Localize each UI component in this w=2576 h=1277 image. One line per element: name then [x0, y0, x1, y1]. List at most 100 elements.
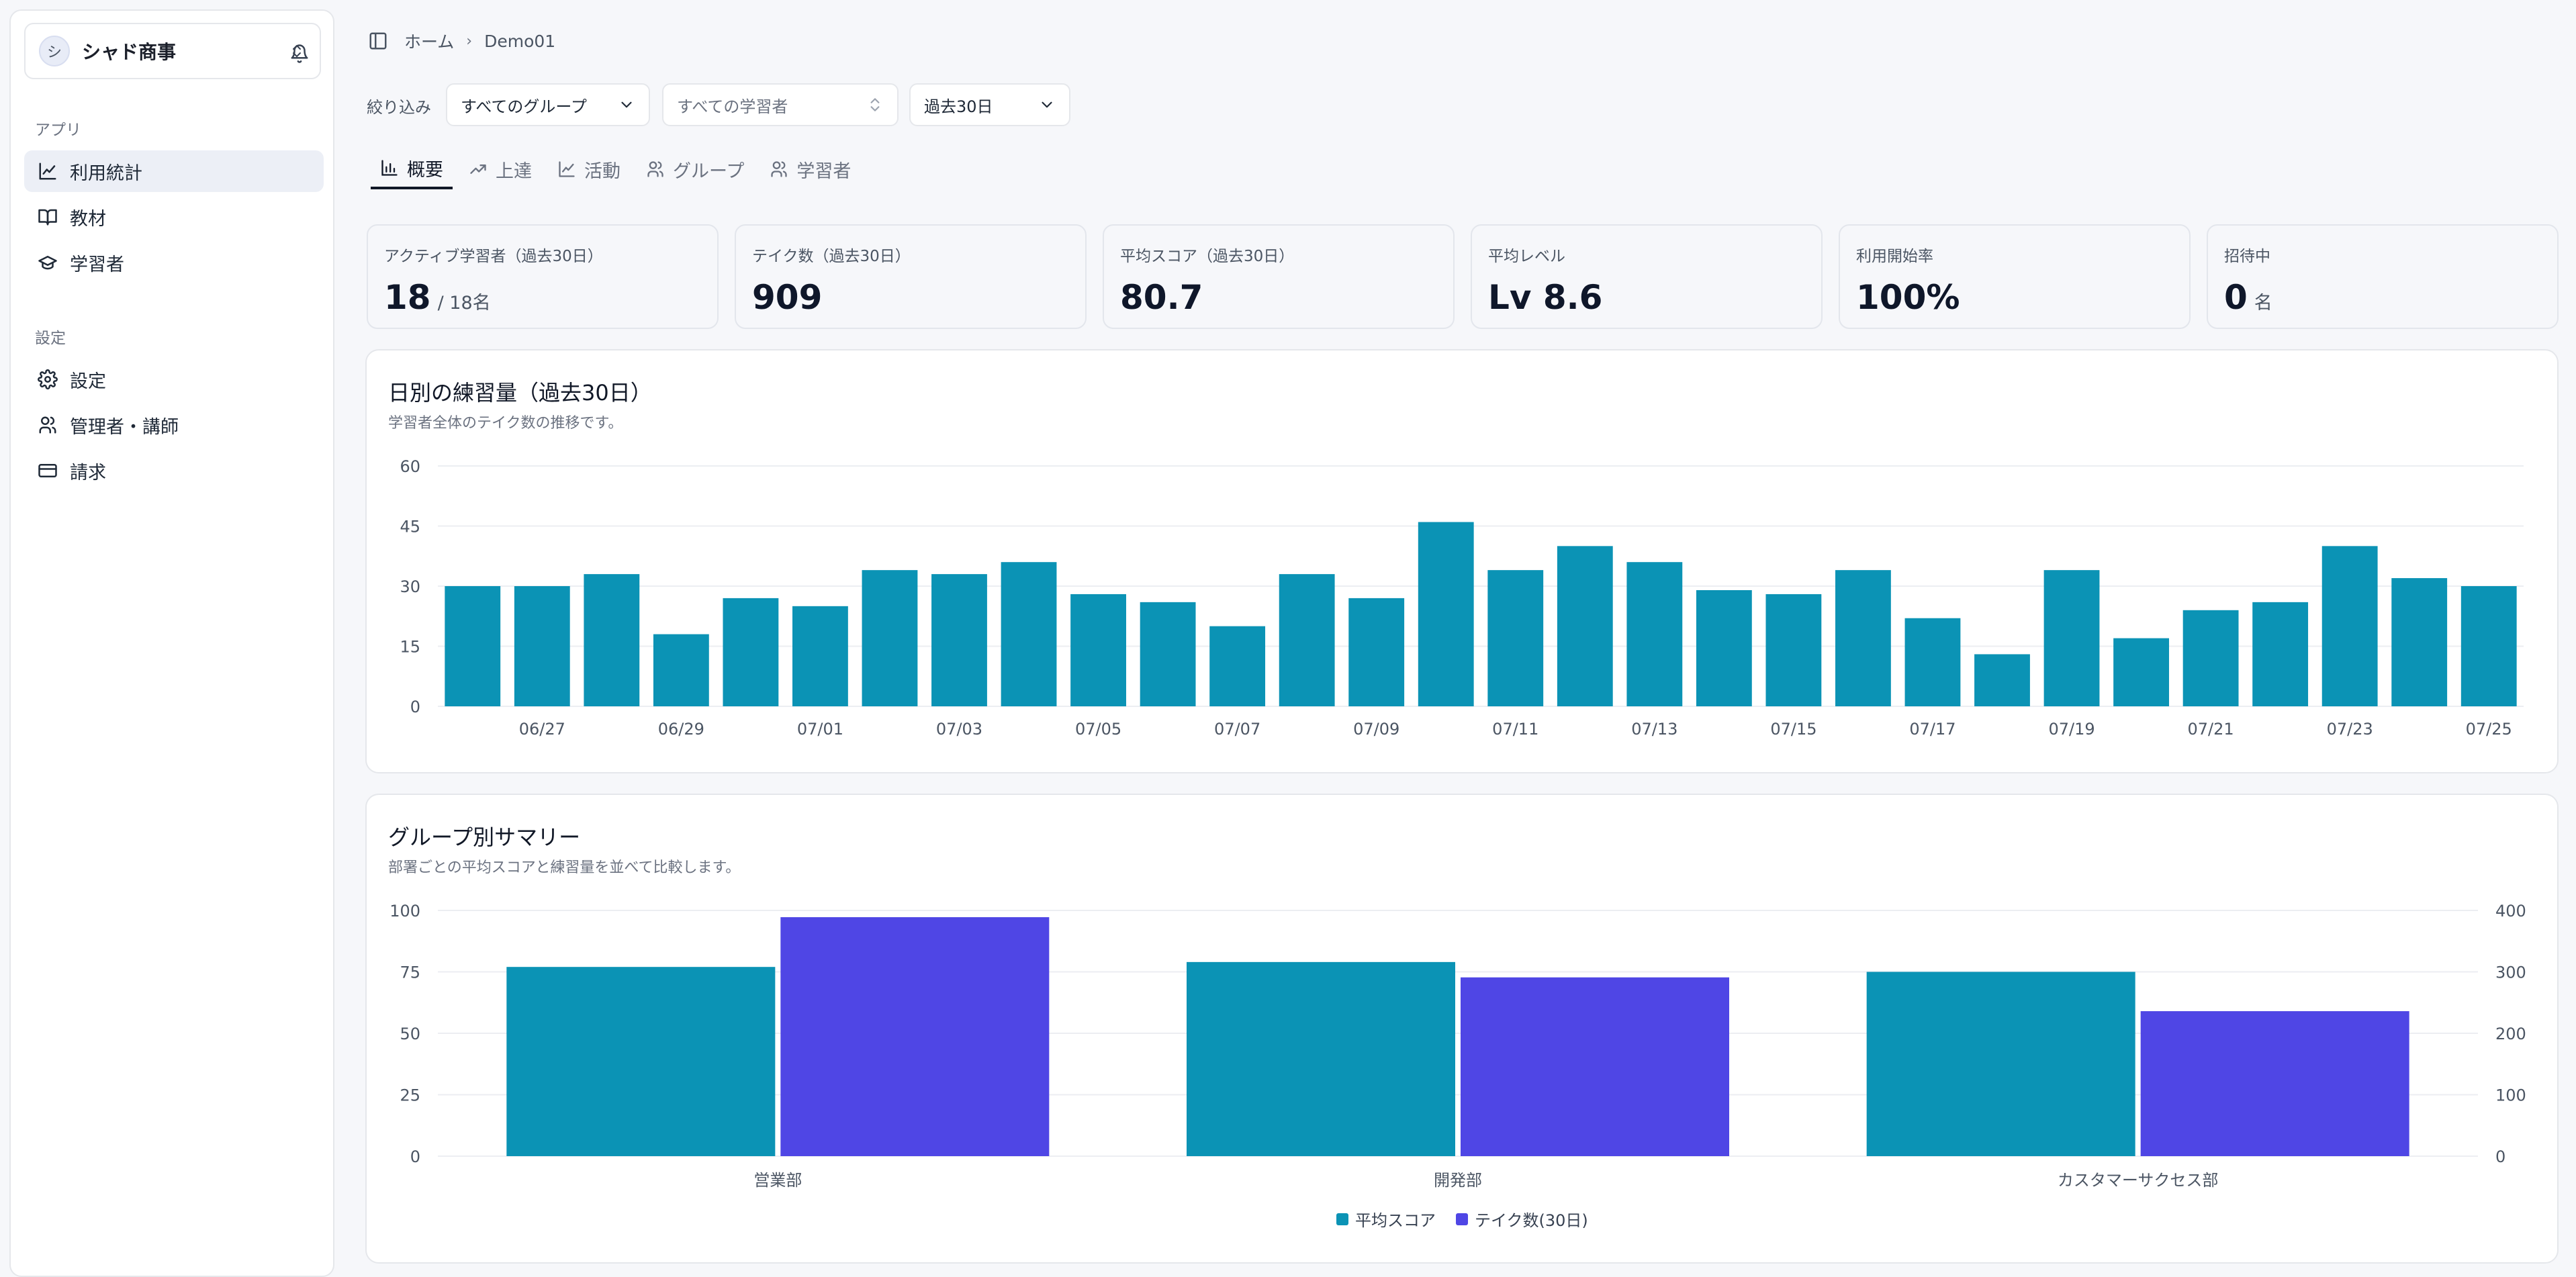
x-tick-label: 開発部	[1434, 1171, 1482, 1190]
graduation-cap-icon	[38, 256, 57, 270]
bar	[862, 570, 918, 706]
legend-item-avg-score[interactable]: 平均スコア	[1336, 1207, 1436, 1231]
stat-label: アクティブ学習者（過去30日）	[384, 248, 603, 265]
bar	[1904, 618, 1961, 706]
sidebar-item-label: 教材	[70, 208, 106, 230]
y-right-tick-label: 100	[2495, 1086, 2526, 1105]
bar	[1001, 562, 1057, 706]
sidebar-toggle-icon[interactable]	[368, 31, 388, 51]
y-right-tick-label: 300	[2495, 963, 2526, 982]
bar	[1557, 546, 1613, 706]
x-tick-label: 07/21	[2188, 720, 2234, 739]
stat-value-wrap: 100%	[1856, 278, 2173, 317]
legend-swatch	[1336, 1213, 1348, 1225]
trending-up-icon	[470, 164, 486, 174]
period-select-value: 過去30日	[924, 97, 993, 116]
period-select[interactable]: 過去30日	[909, 83, 1070, 126]
sidebar: シ シャド商事 アプリ 利用統計 教材 学習者 設定 設定 管理者・講師 請求	[9, 9, 334, 1277]
panel-title: 日別の練習量（過去30日）	[388, 380, 652, 406]
tab-groups[interactable]: グループ	[637, 149, 753, 189]
legend-item-takes[interactable]: テイク数(30日)	[1456, 1207, 1588, 1231]
tab-learners[interactable]: 学習者	[760, 149, 860, 189]
legend-label: テイク数(30日)	[1475, 1211, 1588, 1230]
stat-value: 18	[384, 278, 431, 317]
gear-icon	[38, 369, 58, 389]
bar	[2113, 638, 2169, 706]
x-tick-label: 07/07	[1214, 720, 1260, 739]
bar	[1626, 562, 1683, 706]
stat-value: 100%	[1856, 278, 1960, 317]
y-right-tick-label: 0	[2495, 1147, 2505, 1166]
bar	[1487, 570, 1544, 706]
tab-activity[interactable]: 活動	[548, 149, 630, 189]
sidebar-item-settings[interactable]: 設定	[24, 359, 324, 400]
y-left-tick-label: 25	[400, 1086, 420, 1105]
sidebar-item-billing[interactable]: 請求	[24, 450, 324, 491]
breadcrumb-home[interactable]: ホーム	[404, 32, 455, 52]
daily-practice-panel: 日別の練習量（過去30日） 学習者全体のテイク数の推移です。 0 15 30 45 60…	[365, 349, 2559, 773]
y-right-tick-label: 400	[2495, 902, 2526, 920]
x-tick-label: 06/29	[658, 720, 704, 739]
y-tick-label: 45	[400, 518, 420, 536]
sidebar-item-label: 学習者	[70, 254, 124, 275]
stat-label: 平均レベル	[1488, 248, 1565, 265]
bar	[723, 598, 779, 706]
stat-card-adoption-rate: 利用開始率 100%	[1839, 224, 2191, 329]
stat-label: 平均スコア（過去30日）	[1120, 248, 1295, 265]
stat-sub: 名	[2254, 293, 2272, 314]
stat-value-wrap: 909	[752, 278, 1069, 317]
bar	[445, 586, 501, 706]
tab-overview[interactable]: 概要	[371, 149, 453, 189]
bar	[584, 574, 640, 706]
org-switcher[interactable]: シ シャド商事	[24, 23, 321, 79]
bar	[1696, 589, 1752, 706]
learner-select[interactable]: すべての学習者	[662, 83, 899, 126]
sidebar-item-materials[interactable]: 教材	[24, 196, 324, 238]
book-open-icon	[38, 209, 57, 226]
y-tick-label: 0	[410, 698, 420, 716]
bar	[1835, 570, 1891, 706]
bar	[1140, 602, 1196, 706]
panel-title: グループ別サマリー	[388, 824, 581, 850]
bar-takes	[1461, 977, 1730, 1156]
section-label-settings: 設定	[35, 330, 66, 347]
group-summary-chart: 0 25 50 75 100 0 100 200 300 400 営業部 開発部 カスタマーサクセス部	[389, 902, 2526, 1190]
daily-practice-chart: 0 15 30 45 60 06/27 06/29 07/01 07/03 07/05 07/07 0…	[400, 457, 2524, 739]
x-tick-label: カスタマーサクセス部	[2058, 1171, 2219, 1190]
bar	[1279, 574, 1335, 706]
x-tick-label: 07/03	[936, 720, 982, 739]
sidebar-item-learners[interactable]: 学習者	[24, 242, 324, 283]
stat-value-wrap: 80.7	[1120, 278, 1437, 317]
chevron-down-icon	[1042, 101, 1052, 108]
y-left-tick-label: 75	[400, 963, 420, 982]
sidebar-item-admins[interactable]: 管理者・講師	[24, 404, 324, 446]
breadcrumb-current: Demo01	[484, 31, 556, 51]
sidebar-item-usage-stats[interactable]: 利用統計	[24, 150, 324, 192]
credit-card-icon	[38, 464, 57, 477]
sidebar-item-label: 設定	[70, 371, 106, 392]
tab-bar: 概要 上達 活動 グループ 学習者	[371, 149, 867, 193]
bar	[1418, 522, 1474, 706]
x-tick-label: 07/09	[1353, 720, 1399, 739]
bell-icon[interactable]	[286, 40, 313, 67]
users-icon	[39, 416, 56, 434]
x-tick-label: 07/05	[1075, 720, 1121, 739]
legend-label: 平均スコア	[1355, 1211, 1436, 1230]
tab-label: 上達	[496, 160, 532, 182]
chevron-down-icon	[621, 101, 632, 108]
bar	[2321, 546, 2378, 706]
bar-avg-score	[506, 967, 776, 1156]
bar	[2182, 610, 2239, 706]
y-left-tick-label: 0	[410, 1147, 420, 1166]
group-select[interactable]: すべてのグループ	[446, 83, 650, 126]
stat-value-wrap: Lv 8.6	[1488, 278, 1805, 317]
bar	[514, 586, 570, 706]
org-name: シャド商事	[82, 41, 177, 63]
stat-sub: / 18名	[437, 293, 491, 314]
y-left-tick-label: 50	[400, 1025, 420, 1043]
bar-takes	[2140, 1011, 2409, 1156]
bar-takes	[780, 917, 1050, 1156]
tab-progress[interactable]: 上達	[459, 149, 541, 189]
section-label-app: アプリ	[35, 122, 81, 139]
x-tick-label: 07/25	[2466, 720, 2512, 739]
